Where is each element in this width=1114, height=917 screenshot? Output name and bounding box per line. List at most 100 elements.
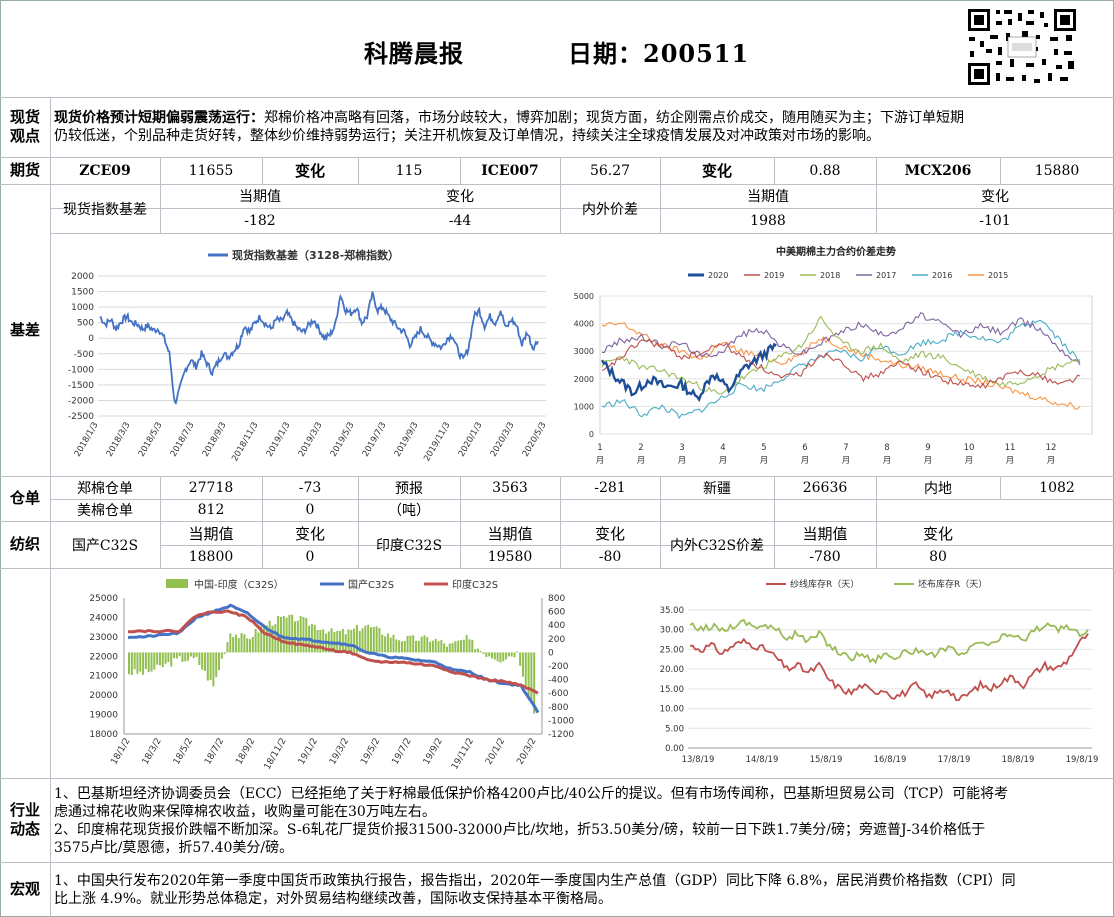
us-warehouse-value: 812 xyxy=(197,502,225,518)
diff-bar xyxy=(215,652,218,678)
spot-view-label: 现货 观点 xyxy=(9,108,40,145)
y2-tick-label: 400 xyxy=(548,621,565,631)
y-tick-label: 5.00 xyxy=(665,724,684,734)
y-tick-label: 1000 xyxy=(574,402,594,411)
diff-bar xyxy=(341,628,344,653)
diff-bar xyxy=(510,652,513,657)
diff-bar xyxy=(310,624,313,653)
y-tick-label: 22000 xyxy=(89,652,118,662)
basis-series-line xyxy=(99,291,539,405)
spot-view-text: 现货价格预计短期偏弱震荡运行：郑棉价格冲高略有回落，市场分歧较大，博弈加剧；现货… xyxy=(54,109,1112,145)
spot-view-line1: 郑棉价格冲高略有回落，市场分歧较大，博弈加剧；现货方面，纺企刚需点价成交，随用随… xyxy=(264,110,964,126)
x-tick-label: 2018/11/3 xyxy=(230,421,260,464)
chart-title: 中美期棉主力合约价差走势 xyxy=(776,245,896,258)
diff-bar xyxy=(505,652,508,660)
diff-bar xyxy=(482,652,485,654)
x-tick-label: 2018/3/3 xyxy=(105,421,133,459)
diff-bar xyxy=(496,652,499,662)
x-tick-label: 2018/1/3 xyxy=(73,421,101,459)
basis-current-value: -182 xyxy=(244,212,276,229)
forecast-value: 3563 xyxy=(492,479,528,496)
spread-chart: 中美期棉主力合约价差走势 2020 2019 2018 2017 2016 2015 5000… xyxy=(574,245,1093,466)
x-tick-label: 2018/9/3 xyxy=(201,421,229,459)
diff-bar xyxy=(144,652,147,670)
y-tick-label: 500 xyxy=(77,319,94,329)
diff-bar xyxy=(392,634,395,653)
diff-bar xyxy=(237,638,240,653)
qr-code-icon xyxy=(966,7,1078,87)
diff-bar xyxy=(364,625,367,653)
x-tick-label: 17/8/19 xyxy=(938,755,971,765)
x-tick-label: 2020/3/3 xyxy=(489,421,517,459)
futures-mcx-price: 15880 xyxy=(1034,162,1080,179)
futures-ice-code: ICE007 xyxy=(481,162,539,179)
diff-bar xyxy=(296,620,299,653)
diff-bar xyxy=(389,637,392,653)
y-tick-label: 0 xyxy=(88,334,94,344)
diff-bar xyxy=(173,652,176,659)
y-tick-label: 19000 xyxy=(89,711,118,721)
diff-bar xyxy=(282,615,285,653)
diff-bar xyxy=(502,652,505,662)
industry-p1-line1: 1、巴基斯坦经济协调委员会（ECC）已经拒绝了关于籽棉最低保护价格4200卢比/… xyxy=(54,786,1009,802)
spread-row-label: 内外价差 xyxy=(582,201,638,218)
y2-tick-label: -400 xyxy=(548,676,569,686)
diff-change-header: 变化 xyxy=(922,524,953,543)
y-tick-label: -500 xyxy=(74,350,95,360)
series-line-2016 xyxy=(601,319,1081,420)
diff-bar xyxy=(400,641,403,653)
diff-bar xyxy=(223,652,226,655)
y-tick-label: 30.00 xyxy=(660,626,684,636)
legend-label: 2016 xyxy=(932,271,952,280)
diff-bar xyxy=(263,624,266,653)
diff-bar xyxy=(513,652,516,658)
diff-bar xyxy=(493,652,496,660)
macro-line1: 1、中国央行发布2020年第一季度中国货币政策执行报告，报告指出，2020年一季… xyxy=(54,873,1016,889)
x-tick-label: 18/5/2 xyxy=(172,737,195,767)
diff-bar xyxy=(246,638,249,653)
diff-bar xyxy=(136,652,139,674)
series-line-2020 xyxy=(600,342,777,403)
diff-bar xyxy=(347,629,350,653)
x-tick-label: 18/8/19 xyxy=(1002,755,1035,765)
diff-bar xyxy=(457,640,460,653)
diff-bar xyxy=(268,620,271,653)
in-change-value: -80 xyxy=(598,548,622,565)
diff-bar xyxy=(178,652,181,657)
y-tick-label: -2500 xyxy=(68,412,94,422)
basis-row-label: 现货指数基差 xyxy=(63,201,147,218)
inventory-chart: 纱线库存R（天） 坯布库存R（天） 35.00 30.00 25.00 20.00 15.0… xyxy=(660,578,1099,765)
diff-bar xyxy=(420,636,423,653)
basis-change-value: -44 xyxy=(448,212,472,229)
diff-bar xyxy=(358,631,361,653)
diff-bar xyxy=(257,632,260,653)
industry-label: 行业 动态 xyxy=(9,801,40,838)
plot-area xyxy=(599,295,1093,435)
cn-current-value: 18800 xyxy=(188,548,234,565)
y-tick-label: 21000 xyxy=(89,672,118,682)
textile-label: 纺织 xyxy=(9,535,40,553)
macro-text: 1、中国央行发布2020年第一季度中国货币政策执行报告，报告指出，2020年一季… xyxy=(54,872,1112,908)
diff-bar xyxy=(139,652,142,672)
series-line-2015 xyxy=(601,321,1081,410)
diff-bar xyxy=(468,639,471,653)
diff-current-header: 当期值 xyxy=(802,524,848,543)
inland-value: 1082 xyxy=(1039,479,1075,496)
series-line-坯布库存R（天） xyxy=(689,618,1089,665)
diff-bar xyxy=(339,630,342,653)
spot-view-line2: 仍较低迷，个别品种走货好转，整体纱价维持弱势运行；关注开机恢复及订单情况，持续关… xyxy=(54,128,880,144)
futures-change-label-2: 变化 xyxy=(701,162,732,180)
x-tick-label: 11 月 xyxy=(1005,443,1016,466)
y2-tick-label: 600 xyxy=(548,608,565,618)
diff-bar xyxy=(533,652,536,714)
diff-bar xyxy=(384,636,387,653)
y-tick-label: 10.00 xyxy=(660,705,684,715)
y2-tick-label: 200 xyxy=(548,635,565,645)
diff-bar xyxy=(189,652,192,657)
x-tick-label: 18/11/2 xyxy=(263,737,289,772)
diff-bar xyxy=(254,628,257,653)
futures-label: 期货 xyxy=(9,161,40,179)
diff-bar xyxy=(279,616,282,653)
diff-bar xyxy=(485,652,488,657)
